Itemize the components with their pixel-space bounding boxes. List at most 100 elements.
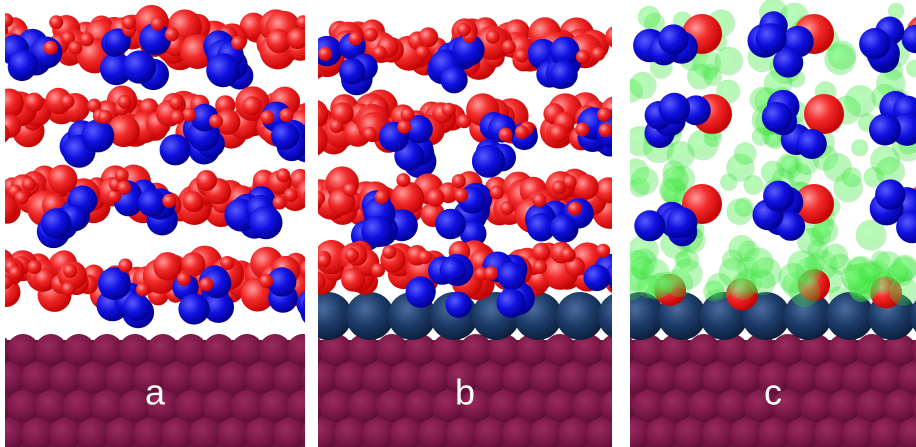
cation-atom	[658, 24, 688, 54]
solvent-atom	[631, 167, 659, 195]
substrate-atom	[856, 390, 888, 422]
solvent-atom	[730, 274, 756, 300]
hydrogen-atom	[318, 47, 332, 61]
substrate-atom	[572, 390, 604, 422]
hydrogen-atom	[591, 47, 605, 61]
oxygen-atom	[300, 260, 318, 278]
hydrogen-atom	[68, 41, 82, 55]
solvent-atom	[703, 281, 724, 302]
hydrogen-atom	[329, 119, 343, 133]
substrate-atom	[376, 334, 408, 366]
substrate-atom	[320, 390, 352, 422]
cation-atom	[271, 122, 299, 150]
substrate-atom	[245, 362, 277, 394]
substrate-atom	[884, 390, 916, 422]
hydrogen-atom	[416, 45, 430, 59]
hydrogen-atom	[375, 190, 389, 204]
cation-atom	[160, 134, 191, 165]
substrate-atom	[390, 362, 422, 394]
hydrogen-atom	[44, 41, 58, 55]
cation-atom	[81, 119, 114, 152]
substrate-atom	[287, 334, 319, 366]
substrate-atom	[161, 362, 193, 394]
hydrogen-atom	[122, 16, 136, 30]
cation-atom	[659, 93, 690, 124]
substrate-atom	[460, 334, 492, 366]
hydrogen-atom	[118, 259, 132, 273]
hydrogen-atom	[22, 177, 36, 191]
hydrogen-atom	[260, 110, 274, 124]
substrate-atom	[600, 334, 632, 366]
panel-label: a	[145, 372, 166, 413]
substrate-atom	[217, 362, 249, 394]
hydrogen-atom	[576, 50, 590, 64]
hydrogen-atom	[363, 127, 377, 141]
substrate-atom	[348, 390, 380, 422]
cation-atom	[634, 210, 665, 241]
substrate-atom	[842, 362, 874, 394]
solvent-atom	[715, 47, 744, 76]
substrate-atom	[105, 362, 137, 394]
hydrogen-atom	[280, 108, 294, 122]
hydrogen-atom	[117, 181, 131, 195]
substrate-atom	[660, 390, 692, 422]
substrate-atom	[544, 390, 576, 422]
anion-atom	[804, 94, 844, 134]
cation-atom	[249, 206, 282, 239]
substrate-atom	[259, 334, 291, 366]
substrate-atom	[77, 362, 109, 394]
oxygen-atom	[573, 174, 598, 199]
substrate-atom	[702, 362, 734, 394]
hydrogen-atom	[345, 248, 359, 262]
cation-atom	[339, 58, 365, 84]
cation-atom	[606, 261, 633, 288]
substrate-atom	[91, 334, 123, 366]
cation-atom	[138, 189, 166, 217]
hydrogen-atom	[373, 46, 387, 60]
oxygen-atom	[305, 104, 327, 126]
cation-atom	[875, 179, 905, 209]
substrate-atom	[418, 362, 450, 394]
hydrogen-atom	[533, 260, 547, 274]
hydrogen-atom	[182, 108, 196, 122]
substrate-atom	[586, 362, 618, 394]
hydrogen-atom	[162, 194, 176, 208]
substrate-atom	[203, 390, 235, 422]
substrate-atom	[21, 362, 53, 394]
oxygen-atom	[605, 26, 628, 49]
substrate-atom	[674, 362, 706, 394]
solvent-atom	[778, 263, 808, 293]
hydrogen-atom	[597, 108, 611, 122]
oxygen-atom	[304, 271, 325, 292]
cation-atom	[472, 145, 505, 178]
hydrogen-atom	[552, 180, 566, 194]
hydrogen-atom	[273, 196, 287, 210]
hydrogen-atom	[599, 123, 613, 137]
substrate-atom	[231, 390, 263, 422]
cation-atom	[446, 292, 472, 318]
cation-atom	[667, 207, 698, 238]
oxygen-atom	[426, 189, 444, 207]
substrate-atom	[147, 334, 179, 366]
substrate-atom	[716, 390, 748, 422]
hydrogen-atom	[500, 201, 514, 215]
oxygen-atom	[24, 93, 43, 112]
cation-atom	[859, 28, 890, 59]
hydrogen-atom	[502, 40, 516, 54]
panel-label: c	[764, 372, 782, 413]
hydrogen-atom	[418, 250, 432, 264]
substrate-atom	[814, 362, 846, 394]
substrate-atom	[334, 362, 366, 394]
substrate-atom	[7, 390, 39, 422]
substrate-atom	[800, 390, 832, 422]
hydrogen-atom	[397, 120, 411, 134]
substrate-atom	[287, 390, 319, 422]
cation-atom	[435, 209, 466, 240]
hydrogen-atom	[199, 277, 213, 291]
substrate-atom	[7, 334, 39, 366]
substrate-atom	[63, 390, 95, 422]
hydrogen-atom	[396, 173, 410, 187]
substrate-atom	[632, 390, 664, 422]
hydrogen-atom	[220, 256, 234, 270]
hydrogen-atom	[484, 266, 498, 280]
